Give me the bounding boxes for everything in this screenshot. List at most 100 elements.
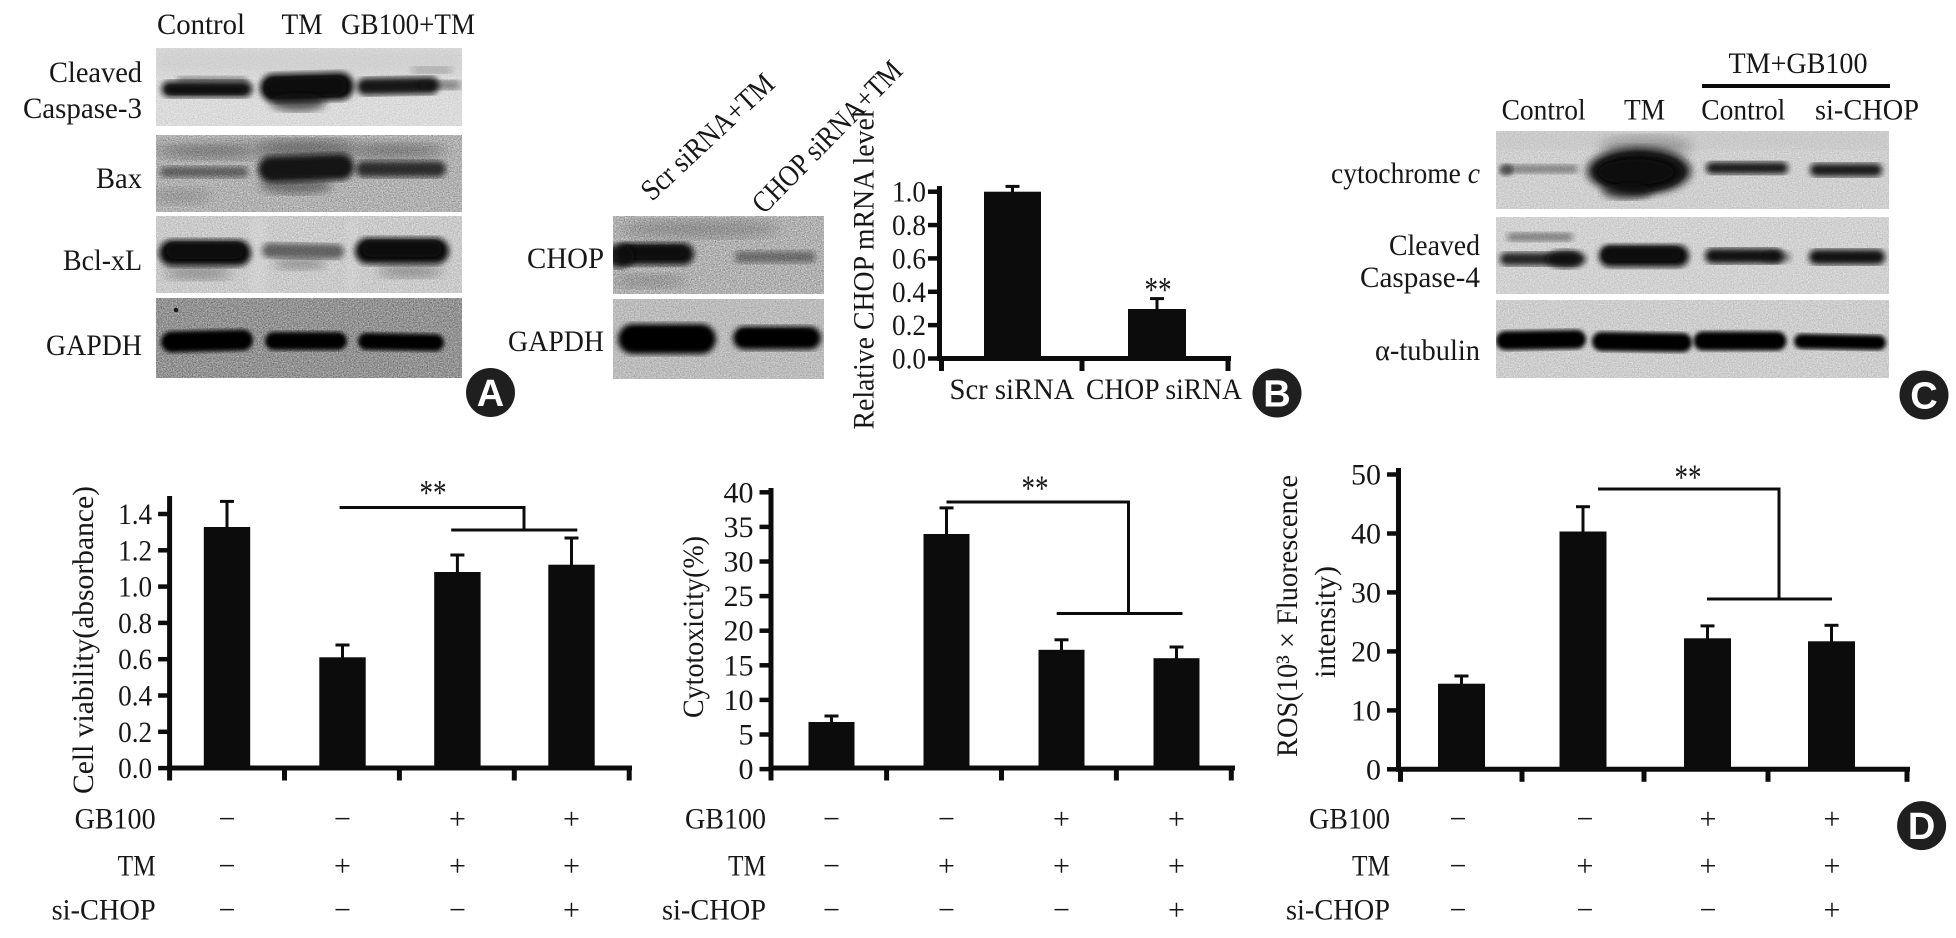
svg-text:GB100: GB100 (685, 803, 766, 836)
svg-text:−: − (449, 894, 466, 927)
svg-text:−: − (1450, 894, 1467, 927)
svg-text:+: + (1168, 850, 1185, 883)
svg-text:**: ** (1022, 468, 1049, 508)
svg-text:+: + (1577, 850, 1594, 883)
svg-text:−: − (823, 894, 840, 927)
svg-text:si-CHOP: si-CHOP (662, 894, 766, 927)
svg-text:Cytotoxicity(%): Cytotoxicity(%) (677, 536, 710, 718)
svg-text:−: − (219, 894, 236, 927)
svg-text:**: ** (1675, 457, 1702, 497)
svg-text:GAPDH: GAPDH (46, 329, 142, 362)
svg-text:−: − (219, 803, 236, 836)
svg-text:0.6: 0.6 (892, 242, 926, 275)
svg-text:0.4: 0.4 (892, 276, 926, 309)
svg-text:−: − (219, 850, 236, 883)
svg-text:0.2: 0.2 (118, 716, 152, 749)
svg-text:+: + (1700, 803, 1717, 836)
svg-text:+: + (1168, 894, 1185, 927)
svg-text:**: ** (420, 473, 447, 513)
svg-text:TM: TM (1624, 94, 1665, 127)
svg-text:GB100: GB100 (75, 803, 156, 836)
svg-text:−: − (334, 894, 351, 927)
svg-text:A: A (477, 373, 504, 415)
svg-text:Cell viability(absorbance): Cell viability(absorbance) (67, 486, 100, 794)
svg-text:+: + (334, 850, 351, 883)
svg-text:30: 30 (1351, 576, 1381, 609)
svg-text:B: B (1263, 374, 1290, 416)
svg-text:α-tubulin: α-tubulin (1375, 334, 1480, 367)
svg-text:+: + (563, 894, 580, 927)
svg-text:0.8: 0.8 (118, 607, 152, 640)
svg-text:5: 5 (739, 719, 754, 752)
svg-text:−: − (334, 803, 351, 836)
svg-text:Bcl-xL: Bcl-xL (63, 244, 142, 277)
svg-text:10: 10 (724, 684, 754, 717)
svg-text:Caspase-3: Caspase-3 (23, 92, 142, 125)
svg-text:**: ** (1145, 270, 1172, 310)
svg-text:40: 40 (724, 476, 754, 509)
svg-text:−: − (1700, 894, 1717, 927)
svg-text:50: 50 (1351, 459, 1381, 492)
svg-text:+: + (1700, 850, 1717, 883)
svg-text:−: − (938, 803, 955, 836)
svg-text:−: − (823, 803, 840, 836)
svg-text:+: + (449, 803, 466, 836)
svg-text:cytochrome c: cytochrome c (1331, 157, 1480, 190)
svg-text:0: 0 (1366, 753, 1381, 786)
svg-text:ROS(10³ × Fluorescence: ROS(10³ × Fluorescence (1271, 475, 1304, 757)
svg-text:CHOP: CHOP (527, 242, 604, 275)
svg-text:GB100: GB100 (1309, 803, 1390, 836)
svg-text:−: − (1577, 803, 1594, 836)
svg-text:0.8: 0.8 (892, 209, 926, 242)
svg-text:+: + (938, 850, 955, 883)
svg-text:−: − (938, 894, 955, 927)
svg-text:35: 35 (724, 511, 754, 544)
svg-text:Relative CHOP mRNA level: Relative CHOP mRNA level (848, 111, 881, 430)
svg-text:si-CHOP: si-CHOP (1286, 894, 1390, 927)
svg-text:TM: TM (728, 850, 766, 883)
svg-text:15: 15 (724, 649, 754, 682)
svg-text:intensity): intensity) (1309, 566, 1342, 678)
svg-text:GB100+TM: GB100+TM (341, 8, 475, 41)
svg-text:Bax: Bax (96, 162, 142, 195)
svg-text:Cleaved: Cleaved (49, 56, 142, 89)
svg-text:10: 10 (1351, 694, 1381, 727)
svg-text:+: + (1824, 803, 1841, 836)
svg-text:Cleaved: Cleaved (1389, 229, 1480, 262)
svg-text:20: 20 (724, 615, 754, 648)
svg-text:CHOP siRNA: CHOP siRNA (1086, 373, 1242, 406)
svg-text:+: + (1168, 803, 1185, 836)
svg-text:0.0: 0.0 (118, 752, 152, 785)
svg-text:1.2: 1.2 (118, 534, 152, 567)
svg-text:Caspase-4: Caspase-4 (1360, 261, 1480, 294)
svg-text:+: + (1824, 850, 1841, 883)
svg-text:+: + (449, 850, 466, 883)
svg-text:Scr siRNA: Scr siRNA (950, 373, 1075, 406)
svg-text:TM: TM (118, 850, 156, 883)
svg-text:TM: TM (282, 8, 323, 41)
svg-text:0.2: 0.2 (892, 309, 926, 342)
svg-text:+: + (563, 850, 580, 883)
svg-text:−: − (1053, 894, 1070, 927)
svg-text:0.0: 0.0 (892, 343, 926, 376)
svg-text:1.0: 1.0 (892, 176, 926, 209)
svg-text:TM: TM (1352, 850, 1390, 883)
svg-text:Control: Control (157, 8, 245, 41)
svg-text:0.6: 0.6 (118, 643, 152, 676)
svg-text:−: − (1450, 850, 1467, 883)
svg-text:TM+GB100: TM+GB100 (1729, 47, 1868, 80)
svg-text:40: 40 (1351, 518, 1381, 551)
svg-text:+: + (563, 803, 580, 836)
svg-text:−: − (823, 850, 840, 883)
svg-text:25: 25 (724, 580, 754, 613)
svg-text:0: 0 (739, 753, 754, 786)
svg-text:Control: Control (1701, 94, 1785, 127)
svg-text:−: − (1577, 894, 1594, 927)
svg-text:−: − (1450, 803, 1467, 836)
svg-text:si-CHOP: si-CHOP (52, 894, 156, 927)
svg-text:0.4: 0.4 (118, 680, 152, 713)
svg-text:20: 20 (1351, 635, 1381, 668)
svg-text:+: + (1824, 894, 1841, 927)
svg-text:1.0: 1.0 (118, 571, 152, 604)
svg-text:C: C (1910, 376, 1937, 418)
